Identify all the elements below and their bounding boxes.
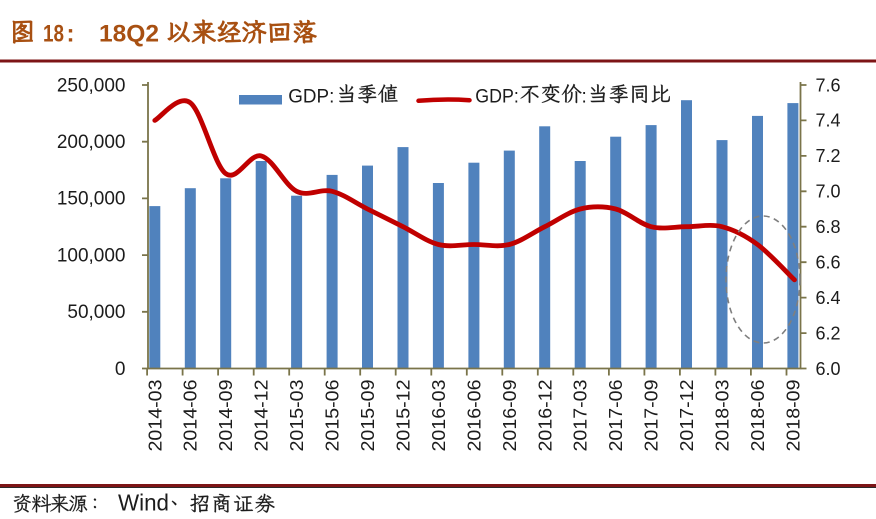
svg-text:150,000: 150,000 — [57, 189, 126, 210]
svg-text:2016-12: 2016-12 — [535, 380, 555, 452]
svg-text:6.6: 6.6 — [816, 253, 841, 273]
svg-text:2015-12: 2015-12 — [394, 380, 414, 452]
svg-text:2018-06: 2018-06 — [748, 380, 768, 452]
svg-text:250,000: 250,000 — [57, 75, 126, 96]
svg-text:7.0: 7.0 — [816, 182, 841, 202]
svg-text:2017-12: 2017-12 — [677, 380, 697, 452]
svg-text:6.4: 6.4 — [816, 288, 841, 308]
svg-text:7.2: 7.2 — [816, 146, 841, 166]
svg-text:GDP:: GDP: — [288, 86, 334, 107]
svg-text:7.6: 7.6 — [816, 75, 841, 95]
svg-text::: : — [582, 86, 587, 107]
svg-text:2014-03: 2014-03 — [145, 380, 165, 452]
svg-text:2014-06: 2014-06 — [181, 380, 201, 452]
svg-text:2018-03: 2018-03 — [713, 380, 733, 452]
svg-text:2017-09: 2017-09 — [642, 380, 662, 452]
svg-text:2015-09: 2015-09 — [358, 380, 378, 452]
svg-text:200,000: 200,000 — [57, 132, 126, 153]
svg-text:6.8: 6.8 — [816, 217, 841, 237]
svg-text:2015-06: 2015-06 — [323, 380, 343, 452]
svg-text:2014-09: 2014-09 — [216, 380, 236, 452]
svg-text::: : — [67, 21, 75, 48]
svg-text:2018-09: 2018-09 — [783, 380, 803, 452]
svg-text:7.4: 7.4 — [816, 111, 841, 131]
svg-text:50,000: 50,000 — [67, 302, 125, 323]
svg-text:2016-03: 2016-03 — [429, 380, 449, 452]
svg-text:2016-09: 2016-09 — [500, 380, 520, 452]
svg-text:6.0: 6.0 — [816, 359, 841, 379]
svg-text:2017-06: 2017-06 — [606, 380, 626, 452]
svg-text:0: 0 — [115, 359, 126, 380]
svg-text:2017-03: 2017-03 — [571, 380, 591, 452]
svg-text:2016-06: 2016-06 — [464, 380, 484, 452]
svg-text:2014-12: 2014-12 — [252, 380, 272, 452]
svg-text:18Q2: 18Q2 — [99, 21, 159, 48]
svg-text:Wind: Wind — [118, 490, 169, 516]
svg-text:18: 18 — [43, 21, 64, 48]
svg-text:6.2: 6.2 — [816, 323, 841, 343]
svg-text:2015-03: 2015-03 — [287, 380, 307, 452]
svg-text:100,000: 100,000 — [57, 245, 126, 266]
svg-text:GDP:: GDP: — [475, 86, 519, 107]
